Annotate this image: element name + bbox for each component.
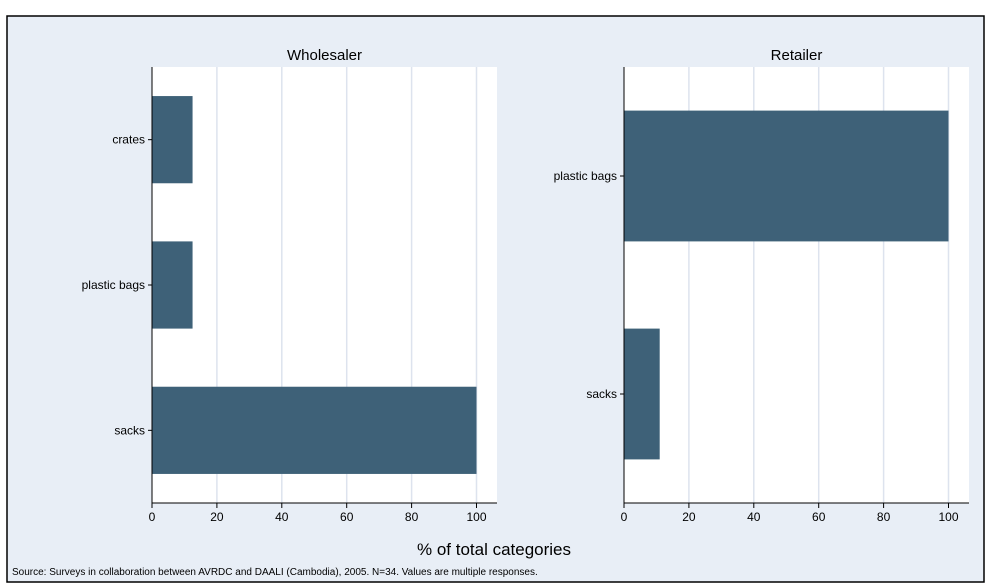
facet-1: Retailer plastic bags sacks 0 20 40 60 80 100: [554, 43, 969, 524]
bar: [152, 241, 193, 329]
source-note: Source: Surveys in collaboration between…: [12, 567, 538, 578]
facet-header: [152, 43, 497, 67]
category-label: sacks: [114, 423, 145, 437]
category-label: plastic bags: [82, 278, 145, 292]
x-tick-label: 40: [747, 510, 761, 524]
facet-title: Wholesaler: [287, 47, 362, 64]
x-tick-label: 60: [340, 510, 354, 524]
x-tick-label: 40: [275, 510, 289, 524]
x-tick-label: 80: [405, 510, 419, 524]
x-tick-label: 100: [466, 510, 486, 524]
x-axis-title: % of total categories: [417, 540, 571, 559]
category-label: crates: [112, 133, 145, 147]
x-tick-label: 20: [682, 510, 696, 524]
x-tick-label: 60: [812, 510, 826, 524]
x-tick-label: 100: [938, 510, 958, 524]
facet-title: Retailer: [771, 47, 823, 64]
x-tick-label: 80: [877, 510, 891, 524]
facet-0: Wholesaler crates plastic bags sacks 0 20 40 60…: [82, 43, 497, 524]
x-tick-label: 0: [621, 510, 628, 524]
bar: [152, 386, 477, 474]
category-label: sacks: [586, 387, 617, 401]
facet-header: [624, 43, 969, 67]
facet-layer: Wholesaler crates plastic bags sacks 0 20 40 60…: [82, 43, 969, 524]
category-label: plastic bags: [554, 169, 617, 183]
x-tick-label: 20: [210, 510, 224, 524]
bar: [624, 328, 660, 460]
bar: [152, 96, 193, 184]
x-tick-label: 0: [149, 510, 156, 524]
bar: [624, 110, 949, 242]
